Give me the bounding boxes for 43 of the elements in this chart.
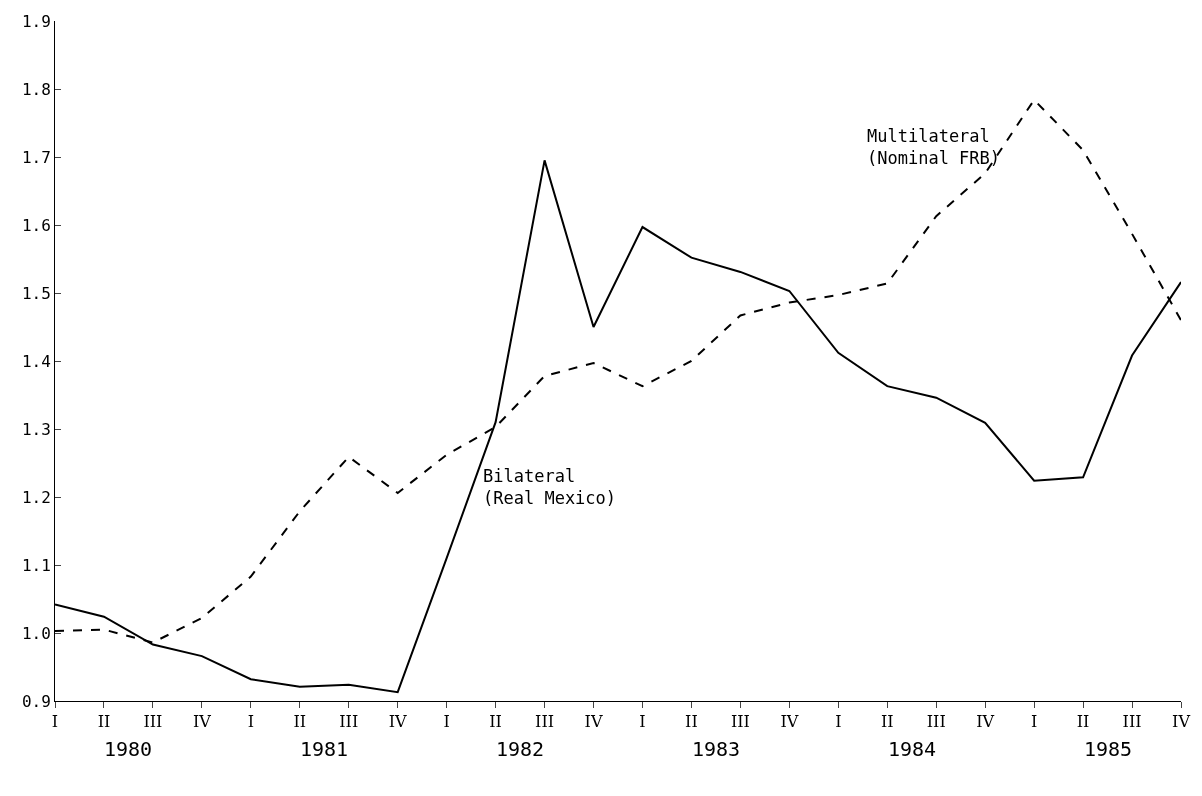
y-tick-label: 1.5	[21, 283, 51, 303]
x-tick-label: I	[247, 712, 254, 732]
text: 1983	[692, 737, 741, 761]
y-tick-label: 1.6	[21, 215, 51, 235]
x-tick-label: II	[489, 712, 502, 732]
x-tick-label: III	[535, 712, 555, 732]
x-tick-label: II	[880, 712, 894, 732]
x-tick-label: III	[1122, 712, 1142, 732]
text: 1985	[1084, 737, 1133, 761]
x-tick-label: IV	[780, 712, 799, 732]
y-tick-label: 1.0	[21, 623, 51, 643]
x-tick-label: IV	[192, 712, 212, 732]
y-tick-label: 1.4	[21, 351, 51, 371]
x-tick-label: III	[926, 712, 946, 732]
x-tick-label: I	[443, 712, 450, 732]
text: 1982	[496, 737, 545, 761]
y-tick-label: 1.9	[21, 11, 51, 31]
series-label: Bilateral (Real Mexico)	[483, 466, 617, 509]
x-tick-label: I	[1030, 712, 1038, 732]
y-tick-label: 1.3	[21, 419, 51, 439]
x-tick-label: IV	[1172, 712, 1191, 732]
text: 1981	[300, 737, 349, 761]
x-tick-label: IV	[976, 712, 995, 732]
x-tick-label: II	[685, 712, 698, 732]
y-tick-label: 1.7	[21, 147, 51, 167]
x-tick-label: IV	[584, 712, 603, 732]
x-tick-label: II	[1076, 712, 1090, 732]
x-tick-label: II	[293, 712, 307, 732]
y-tick-label: 1.2	[21, 487, 51, 507]
text: 1980	[104, 737, 153, 761]
x-tick-label: I	[51, 712, 59, 732]
series-label: Multilateral (Nominal FRB)	[867, 126, 1001, 169]
x-tick-label: II	[97, 712, 111, 732]
x-tick-label: I	[639, 712, 646, 732]
x-tick-label: IV	[388, 712, 408, 732]
y-tick-label: 0.9	[21, 691, 51, 711]
x-tick-label: III	[143, 712, 163, 732]
x-tick-label: III	[339, 712, 359, 732]
x-tick-label: III	[730, 712, 750, 732]
y-tick-label: 1.8	[21, 79, 51, 99]
text: 1984	[888, 737, 937, 761]
x-tick-label: I	[835, 712, 842, 732]
y-tick-label: 1.1	[21, 555, 51, 575]
